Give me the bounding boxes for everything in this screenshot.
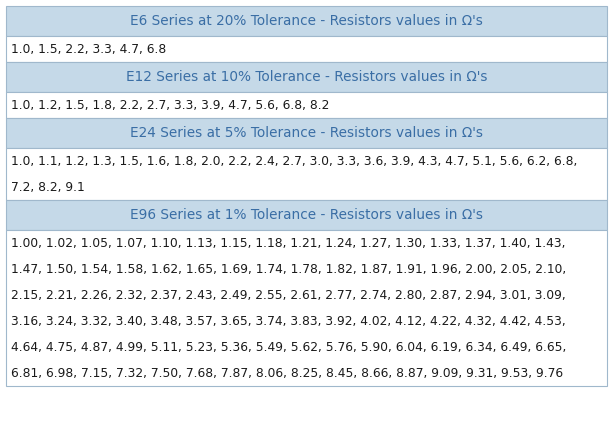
- Bar: [6, 148, 607, 200]
- Text: 1.0, 1.2, 1.5, 1.8, 2.2, 2.7, 3.3, 3.9, 4.7, 5.6, 6.8, 8.2: 1.0, 1.2, 1.5, 1.8, 2.2, 2.7, 3.3, 3.9, …: [11, 99, 329, 112]
- Text: E96 Series at 1% Tolerance - Resistors values in Ω's: E96 Series at 1% Tolerance - Resistors v…: [130, 208, 483, 222]
- Text: E12 Series at 10% Tolerance - Resistors values in Ω's: E12 Series at 10% Tolerance - Resistors …: [126, 70, 487, 84]
- Text: 2.15, 2.21, 2.26, 2.32, 2.37, 2.43, 2.49, 2.55, 2.61, 2.77, 2.74, 2.80, 2.87, 2.: 2.15, 2.21, 2.26, 2.32, 2.37, 2.43, 2.49…: [11, 289, 566, 302]
- Text: E6 Series at 20% Tolerance - Resistors values in Ω's: E6 Series at 20% Tolerance - Resistors v…: [130, 14, 483, 28]
- Bar: [6, 200, 607, 230]
- Bar: [6, 36, 607, 62]
- Text: 1.0, 1.5, 2.2, 3.3, 4.7, 6.8: 1.0, 1.5, 2.2, 3.3, 4.7, 6.8: [11, 43, 166, 56]
- Text: 3.16, 3.24, 3.32, 3.40, 3.48, 3.57, 3.65, 3.74, 3.83, 3.92, 4.02, 4.12, 4.22, 4.: 3.16, 3.24, 3.32, 3.40, 3.48, 3.57, 3.65…: [11, 314, 566, 327]
- Text: E24 Series at 5% Tolerance - Resistors values in Ω's: E24 Series at 5% Tolerance - Resistors v…: [130, 126, 483, 140]
- Text: 6.81, 6.98, 7.15, 7.32, 7.50, 7.68, 7.87, 8.06, 8.25, 8.45, 8.66, 8.87, 9.09, 9.: 6.81, 6.98, 7.15, 7.32, 7.50, 7.68, 7.87…: [11, 366, 563, 379]
- Text: 1.0, 1.1, 1.2, 1.3, 1.5, 1.6, 1.8, 2.0, 2.2, 2.4, 2.7, 3.0, 3.3, 3.6, 3.9, 4.3, : 1.0, 1.1, 1.2, 1.3, 1.5, 1.6, 1.8, 2.0, …: [11, 155, 577, 168]
- Bar: [6, 230, 607, 386]
- Text: 7.2, 8.2, 9.1: 7.2, 8.2, 9.1: [11, 181, 85, 194]
- Bar: [6, 92, 607, 118]
- Text: 1.47, 1.50, 1.54, 1.58, 1.62, 1.65, 1.69, 1.74, 1.78, 1.82, 1.87, 1.91, 1.96, 2.: 1.47, 1.50, 1.54, 1.58, 1.62, 1.65, 1.69…: [11, 263, 566, 276]
- Bar: [6, 6, 607, 36]
- Text: 4.64, 4.75, 4.87, 4.99, 5.11, 5.23, 5.36, 5.49, 5.62, 5.76, 5.90, 6.04, 6.19, 6.: 4.64, 4.75, 4.87, 4.99, 5.11, 5.23, 5.36…: [11, 340, 566, 353]
- Bar: [6, 62, 607, 92]
- Bar: [6, 118, 607, 148]
- Text: 1.00, 1.02, 1.05, 1.07, 1.10, 1.13, 1.15, 1.18, 1.21, 1.24, 1.27, 1.30, 1.33, 1.: 1.00, 1.02, 1.05, 1.07, 1.10, 1.13, 1.15…: [11, 237, 566, 250]
